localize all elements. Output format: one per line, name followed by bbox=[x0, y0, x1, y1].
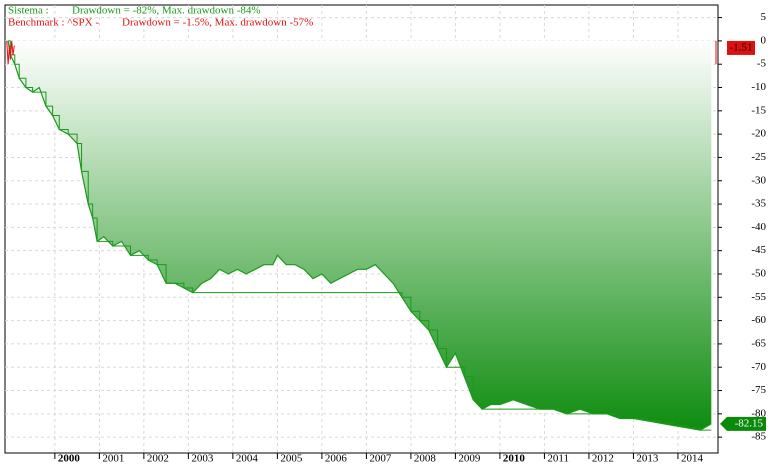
y-tick-label: -20 bbox=[751, 128, 766, 140]
y-tick-label: -60 bbox=[751, 314, 766, 326]
x-tick-label: 2011 bbox=[547, 453, 569, 465]
y-tick-label: -30 bbox=[751, 174, 766, 186]
legend-name: Sistema : bbox=[8, 5, 49, 17]
legend-text: Drawdown = -82%, Max. drawdown -84% bbox=[72, 5, 261, 17]
y-tick-label: 0 bbox=[761, 34, 767, 46]
drawdown-line bbox=[7, 40, 712, 431]
y-tick-label: -25 bbox=[751, 151, 766, 163]
x-tick-label: 2009 bbox=[458, 453, 481, 465]
legend-name: Benchmark : ^SPX - bbox=[8, 17, 99, 29]
y-tick-label: -85 bbox=[751, 431, 766, 443]
y-tick-label: -50 bbox=[751, 268, 766, 280]
drawdown-area bbox=[8, 40, 712, 431]
x-tick-label: 2000 bbox=[58, 453, 80, 465]
x-tick-label: 2008 bbox=[414, 453, 437, 465]
x-tick-label: 2013 bbox=[636, 453, 659, 465]
x-tick-label: 2006 bbox=[325, 453, 348, 465]
y-tick-label: -45 bbox=[751, 244, 766, 256]
benchmark-line bbox=[6, 40, 15, 65]
x-tick-label: 2014 bbox=[681, 453, 704, 465]
y-tick-label: -35 bbox=[751, 198, 766, 210]
x-tick-label: 2004 bbox=[236, 453, 259, 465]
y-tick-label: -75 bbox=[751, 384, 766, 396]
y-tick-label: 5 bbox=[761, 11, 767, 23]
last-value-label: -82.15 bbox=[735, 417, 764, 429]
y-tick-label: -40 bbox=[751, 221, 766, 233]
y-tick-label: -65 bbox=[751, 337, 766, 349]
y-tick-label: -55 bbox=[751, 291, 766, 303]
x-tick-label: 2007 bbox=[369, 453, 392, 465]
benchmark-last-tag bbox=[727, 40, 755, 55]
y-tick-label: -80 bbox=[751, 407, 766, 419]
x-tick-label: 2003 bbox=[191, 453, 214, 465]
y-tick-label: -15 bbox=[751, 104, 766, 116]
y-tick-label: -10 bbox=[751, 81, 766, 93]
legend-text: Drawdown = -1.5%, Max. drawdown -57% bbox=[122, 17, 313, 29]
x-tick-label: 2010 bbox=[503, 453, 526, 465]
x-tick-label: 2012 bbox=[592, 453, 614, 465]
x-tick-label: 2001 bbox=[102, 453, 124, 465]
y-tick-label: -70 bbox=[751, 361, 766, 373]
benchmark-last-label: -1.51 bbox=[730, 41, 753, 53]
x-tick-label: 2005 bbox=[280, 453, 303, 465]
x-tick-label: 2002 bbox=[147, 453, 169, 465]
last-value-tag bbox=[720, 416, 766, 431]
y-tick-label: -5 bbox=[757, 58, 767, 70]
